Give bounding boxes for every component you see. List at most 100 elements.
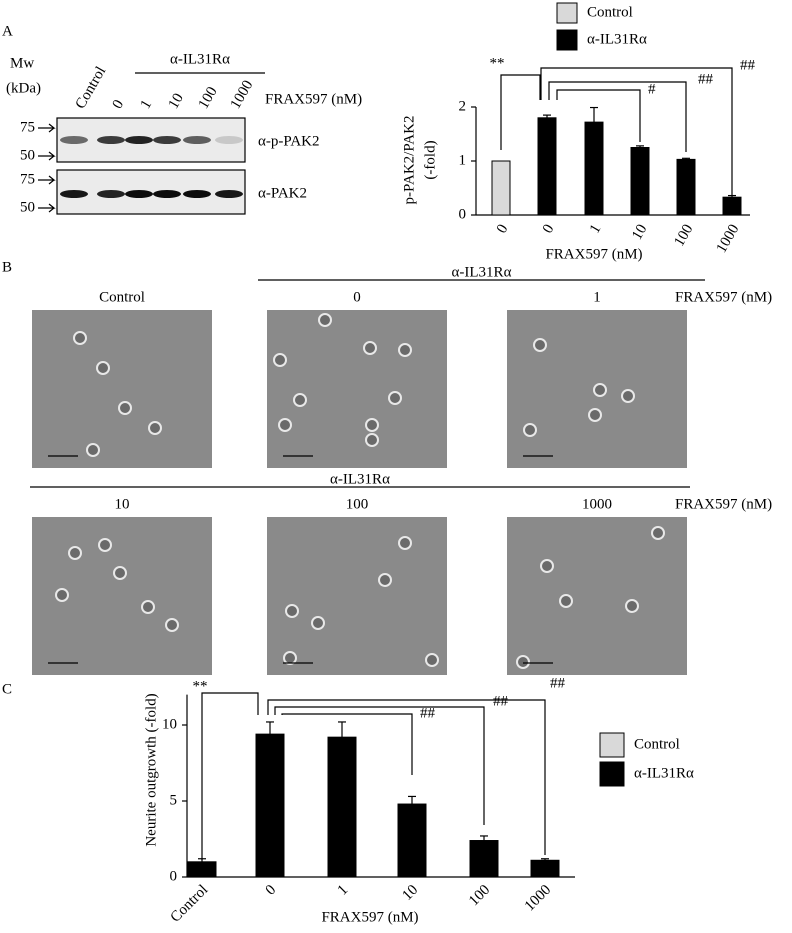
bar — [397, 803, 427, 878]
label: 1000 — [228, 78, 257, 112]
label: 0 — [494, 222, 512, 236]
cell — [55, 588, 69, 602]
cell — [86, 443, 100, 457]
cell — [516, 655, 530, 669]
label: α-IL31Rα — [587, 31, 647, 47]
cell — [365, 418, 379, 432]
legend-swatch — [599, 761, 625, 787]
label: α-PAK2 — [258, 185, 307, 201]
label: Control — [73, 64, 110, 112]
micrograph — [32, 310, 212, 468]
significance-bracket — [500, 74, 541, 150]
label: 75 — [20, 171, 35, 187]
legend-swatch — [556, 29, 578, 51]
label: 2 — [459, 98, 467, 114]
label: FRAX597 (nM) — [675, 496, 772, 512]
cell — [118, 401, 132, 415]
label: 1 — [587, 222, 605, 236]
label: FRAX597 (nM) — [675, 289, 772, 305]
band — [97, 136, 125, 144]
cell — [378, 573, 392, 587]
cell — [365, 433, 379, 447]
bar — [187, 861, 217, 878]
significance-bracket — [540, 67, 733, 195]
cell — [318, 313, 332, 327]
bar — [630, 147, 650, 216]
label: 0 — [540, 222, 558, 236]
micrograph — [267, 517, 447, 675]
bar — [584, 121, 604, 216]
label: 10 — [629, 222, 650, 243]
cell — [96, 361, 110, 375]
significance-bracket — [556, 89, 641, 142]
cell — [293, 393, 307, 407]
label: Control — [99, 289, 145, 305]
label: Control — [587, 4, 633, 20]
arrow — [38, 203, 56, 213]
label: 10 — [162, 716, 177, 732]
label: C — [2, 681, 12, 697]
cell — [285, 604, 299, 618]
band — [153, 136, 181, 144]
cell — [523, 423, 537, 437]
band — [125, 190, 153, 198]
legend-swatch — [599, 732, 625, 758]
significance-bracket — [274, 706, 485, 825]
label: 10 — [166, 91, 187, 112]
label: α-IL31Rα — [452, 264, 512, 280]
bar — [537, 117, 557, 216]
cell — [141, 600, 155, 614]
bar — [530, 859, 560, 878]
label: 0 — [170, 868, 178, 884]
bar — [491, 160, 511, 216]
label: 1 — [593, 289, 601, 305]
label: 1 — [459, 152, 467, 168]
bar — [722, 196, 742, 216]
label: A — [2, 23, 13, 39]
label: FRAX597 (nM) — [321, 909, 418, 925]
significance-bracket — [548, 81, 687, 152]
cell — [559, 594, 573, 608]
cell — [113, 566, 127, 580]
label: 50 — [20, 199, 35, 215]
label: Mw — [10, 55, 34, 71]
label: ## — [698, 71, 714, 87]
cell — [425, 653, 439, 667]
cell — [273, 353, 287, 367]
label: 50 — [20, 147, 35, 163]
band — [183, 190, 211, 198]
label: 0 — [353, 289, 361, 305]
cell — [398, 343, 412, 357]
cell — [148, 421, 162, 435]
label: Control — [634, 736, 680, 752]
significance-bracket — [281, 713, 413, 775]
arrow — [38, 175, 56, 185]
cell — [388, 391, 402, 405]
label: # — [648, 81, 656, 97]
label: 1000 — [522, 882, 555, 915]
label: 5 — [170, 792, 178, 808]
cell — [398, 536, 412, 550]
label: 0 — [459, 206, 467, 222]
cell — [311, 616, 325, 630]
label: 0 — [110, 97, 128, 111]
arrow — [38, 123, 56, 133]
cell — [68, 546, 82, 560]
cell — [283, 651, 297, 665]
label: FRAX597 (nM) — [265, 91, 362, 107]
label: 1000 — [714, 222, 743, 256]
label: α-p-PAK2 — [258, 133, 319, 149]
label: 100 — [671, 222, 696, 249]
cell — [625, 599, 639, 613]
label: (kDa) — [6, 80, 41, 96]
micrograph — [507, 517, 687, 675]
label: 1000 — [582, 496, 612, 512]
label: α-IL31Rα — [330, 471, 390, 487]
label: Neurite outgrowth (-fold) — [143, 693, 159, 846]
significance-bracket — [267, 699, 546, 855]
label: ## — [550, 675, 566, 691]
micrograph — [267, 310, 447, 468]
legend-swatch — [556, 2, 578, 24]
cell — [73, 331, 87, 345]
